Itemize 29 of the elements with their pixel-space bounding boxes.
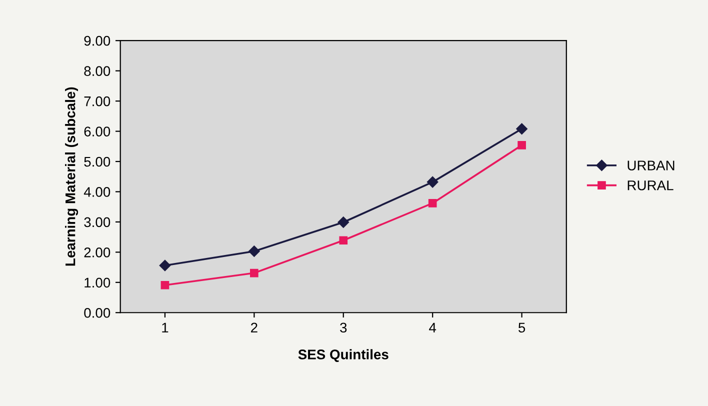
y-tick-label: 6.00 — [84, 126, 110, 136]
x-tick-label: 3 — [340, 322, 347, 333]
point — [518, 141, 526, 150]
point — [428, 199, 437, 208]
y-tick-label: 9.00 — [84, 36, 110, 46]
point — [338, 216, 349, 228]
y-tick-label: 2.00 — [84, 248, 110, 258]
y-tick-label: 7.00 — [84, 96, 110, 106]
point — [160, 280, 170, 290]
y-tick-label: 8.00 — [84, 66, 110, 76]
x-axis-title: SES Quintiles — [298, 349, 388, 362]
x-tick-label: 1 — [162, 322, 168, 332]
y-tick-label: 0.00 — [84, 308, 110, 318]
x-tick-label: 5 — [518, 322, 526, 333]
point — [159, 260, 171, 272]
point — [339, 236, 348, 245]
x-tick-label: 4 — [429, 322, 436, 332]
point — [516, 123, 528, 134]
y-tick-label: 3.00 — [84, 217, 110, 228]
x-tick-label: 2 — [251, 322, 258, 332]
y-tick-label: 4.00 — [84, 187, 110, 197]
y-axis-title: Learning Material (subcale) — [65, 87, 78, 266]
legend-label: RURAL — [628, 180, 674, 190]
point — [248, 246, 260, 257]
point — [426, 176, 438, 188]
y-tick-label: 1.00 — [84, 278, 110, 288]
point — [250, 268, 258, 278]
y-tick-label: 5.00 — [84, 156, 110, 167]
legend-label: URBAN — [628, 160, 674, 170]
